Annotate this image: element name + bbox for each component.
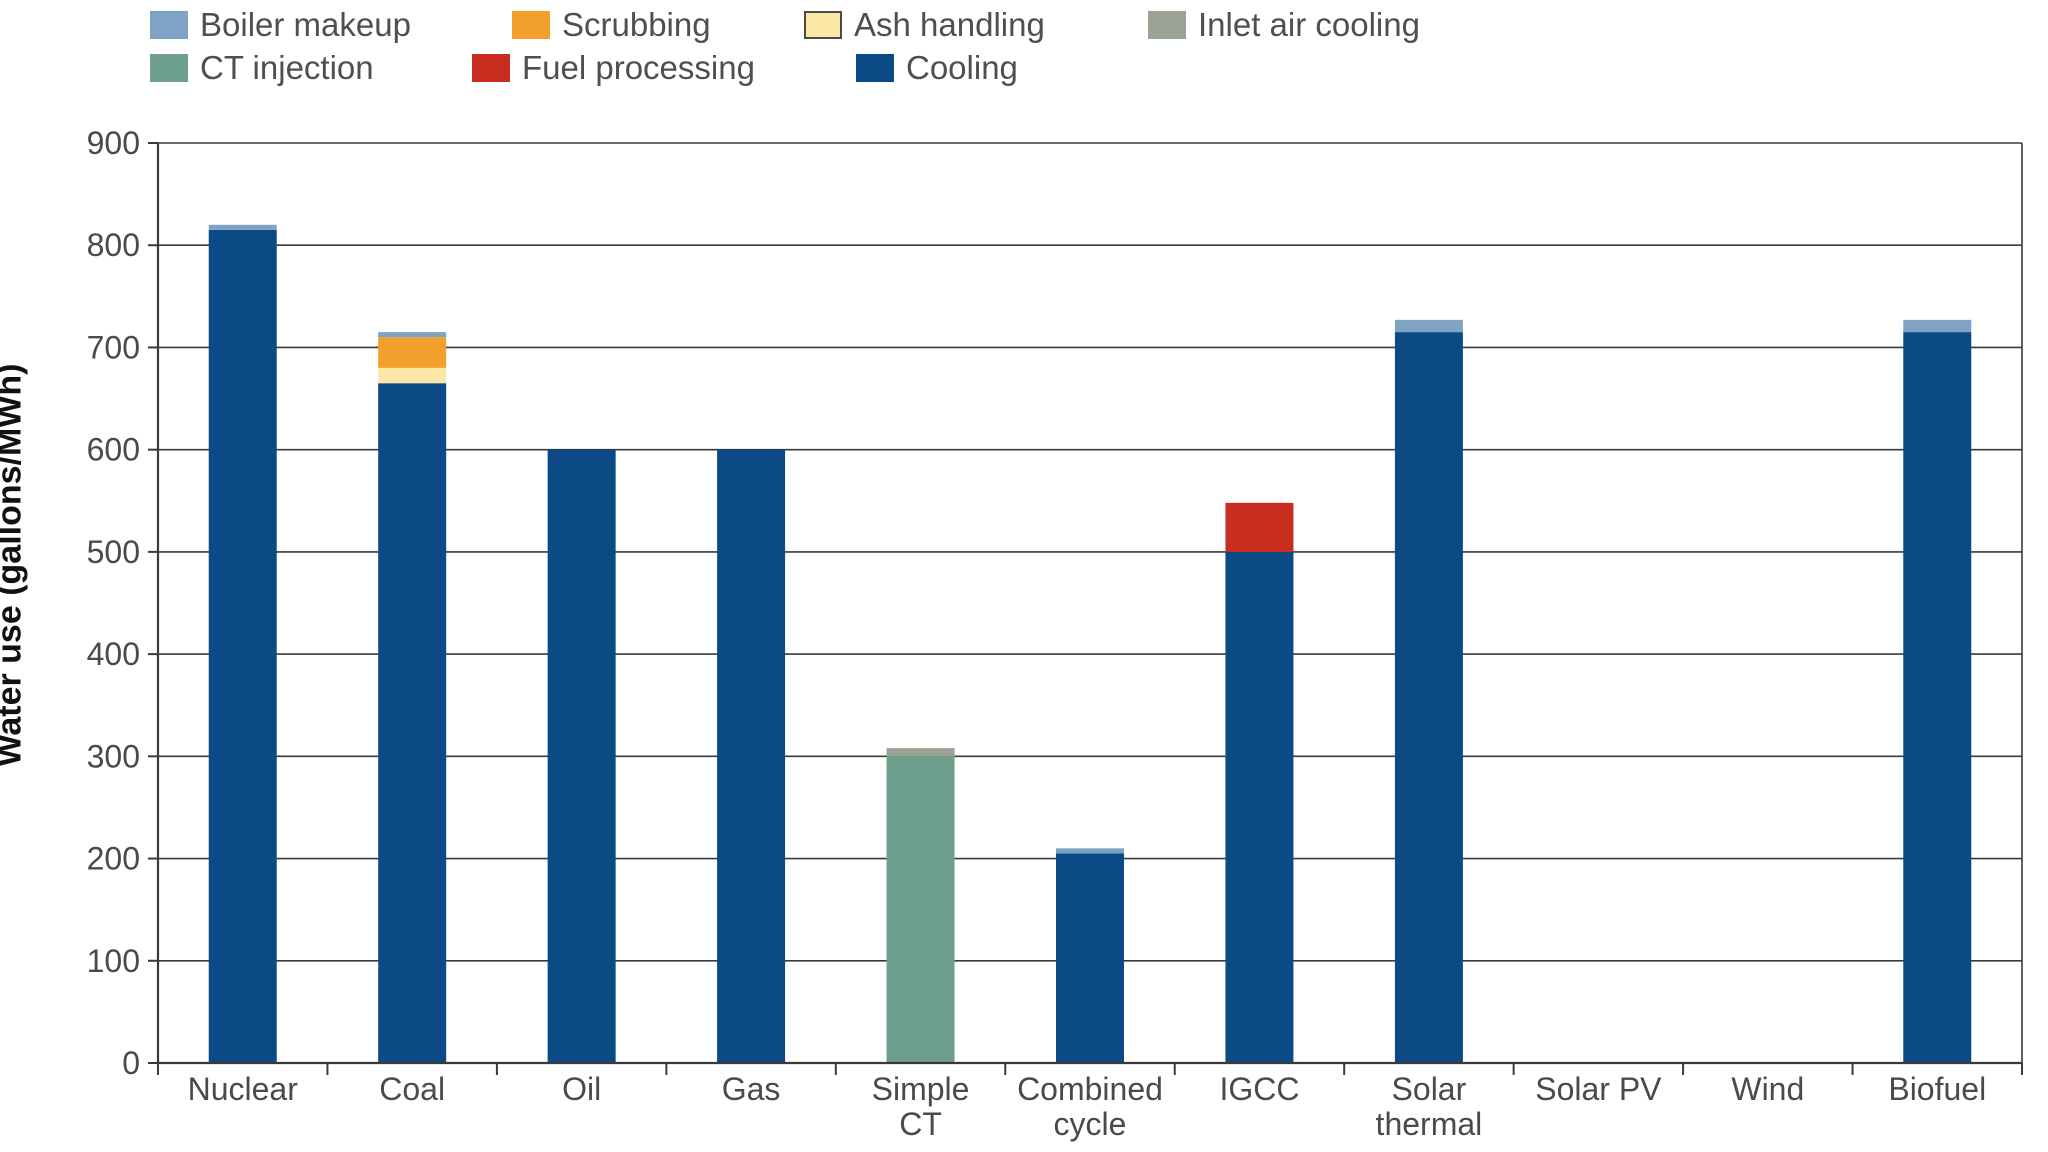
bar-nuclear-cooling	[208, 229, 277, 1063]
legend-swatch-scrubbing	[512, 11, 550, 39]
bar-gas-cooling	[717, 449, 786, 1064]
legend-label-scrubbing: Scrubbing	[562, 6, 711, 43]
legend-swatch-inlet-air-cooling	[1148, 11, 1186, 39]
x-tick-label-wind: Wind	[1731, 1071, 1804, 1107]
bar-biofuel-cooling	[1903, 332, 1972, 1064]
bar-coal-boiler-makeup	[378, 332, 447, 338]
y-tick-label-0: 0	[122, 1045, 140, 1081]
y-tick-label-500: 500	[87, 534, 140, 570]
y-tick-label-800: 800	[87, 227, 140, 263]
x-tick-label-coal: Coal	[379, 1071, 445, 1107]
legend-item-scrubbing: Scrubbing	[512, 6, 711, 44]
legend-label-ct-injection: CT injection	[200, 49, 374, 86]
bar-solar-thermal-boiler-makeup	[1394, 319, 1463, 333]
bar-simple-ct-ct-injection	[886, 756, 955, 1063]
y-tick-label-400: 400	[87, 636, 140, 672]
x-tick-label-solar-thermal-line-1: Solar	[1392, 1071, 1467, 1107]
chart-legend: Boiler makeup Scrubbing Ash handling Inl…	[150, 6, 1550, 96]
legend-item-cooling: Cooling	[856, 49, 1018, 87]
x-tick-label-igcc: IGCC	[1219, 1071, 1299, 1107]
y-tick-label-200: 200	[87, 841, 140, 877]
bar-igcc-fuel-processing	[1225, 502, 1294, 552]
axes	[148, 142, 2023, 1075]
y-tick-label-300: 300	[87, 738, 140, 774]
legend-item-ct-injection: CT injection	[150, 49, 374, 87]
legend-swatch-ct-injection	[150, 54, 188, 82]
y-tick-label-900: 900	[87, 125, 140, 161]
bar-biofuel-boiler-makeup	[1903, 319, 1972, 333]
legend-label-fuel-processing: Fuel processing	[522, 49, 755, 86]
legend-swatch-boiler-makeup	[150, 11, 188, 39]
y-tick-label-100: 100	[87, 943, 140, 979]
legend-item-ash-handling: Ash handling	[804, 6, 1045, 44]
x-tick-label-nuclear: Nuclear	[188, 1071, 299, 1107]
bar-solar-thermal-cooling	[1394, 332, 1463, 1064]
bar-coal-cooling	[378, 383, 447, 1063]
y-tick-label-600: 600	[87, 432, 140, 468]
bar-nuclear-boiler-makeup	[208, 224, 277, 230]
legend-label-inlet-air-cooling: Inlet air cooling	[1198, 6, 1420, 43]
legend-item-boiler-makeup: Boiler makeup	[150, 6, 411, 44]
legend-swatch-ash-handling	[804, 11, 842, 39]
bar-combined-cycle-boiler-makeup	[1056, 848, 1124, 854]
bar-combined-cycle-cooling	[1056, 853, 1124, 1063]
x-tick-label-oil: Oil	[562, 1071, 601, 1107]
x-tick-label-solar-pv: Solar PV	[1535, 1071, 1662, 1107]
bar-igcc-cooling	[1225, 551, 1294, 1063]
bar-simple-ct-inlet-air-cooling	[886, 748, 955, 757]
legend-swatch-cooling	[856, 54, 894, 82]
bars	[208, 224, 1972, 1064]
y-tick-labels: 0 100 200 300 400 500 600 700 800 900	[87, 125, 140, 1081]
bar-coal-scrubbing	[378, 337, 447, 368]
x-tick-label-solar-thermal-line-2: thermal	[1376, 1106, 1483, 1142]
legend-label-boiler-makeup: Boiler makeup	[200, 6, 411, 43]
legend-label-cooling: Cooling	[906, 49, 1018, 86]
x-tick-label-biofuel: Biofuel	[1888, 1071, 1986, 1107]
legend-item-fuel-processing: Fuel processing	[472, 49, 755, 87]
legend-label-ash-handling: Ash handling	[854, 6, 1045, 43]
bar-oil-cooling	[547, 449, 616, 1064]
x-tick-label-combined-cycle-line-1: Combined	[1017, 1071, 1163, 1107]
legend-swatch-fuel-processing	[472, 54, 510, 82]
legend-item-inlet-air-cooling: Inlet air cooling	[1148, 6, 1420, 44]
y-tick-label-700: 700	[87, 329, 140, 365]
x-tick-label-simple-ct-line-2: CT	[899, 1106, 942, 1142]
x-tick-label-gas: Gas	[722, 1071, 781, 1107]
x-tick-label-simple-ct-line-1: Simple	[872, 1071, 970, 1107]
bar-coal-ash-handling	[378, 367, 447, 384]
x-tick-label-combined-cycle-line-2: cycle	[1054, 1106, 1127, 1142]
